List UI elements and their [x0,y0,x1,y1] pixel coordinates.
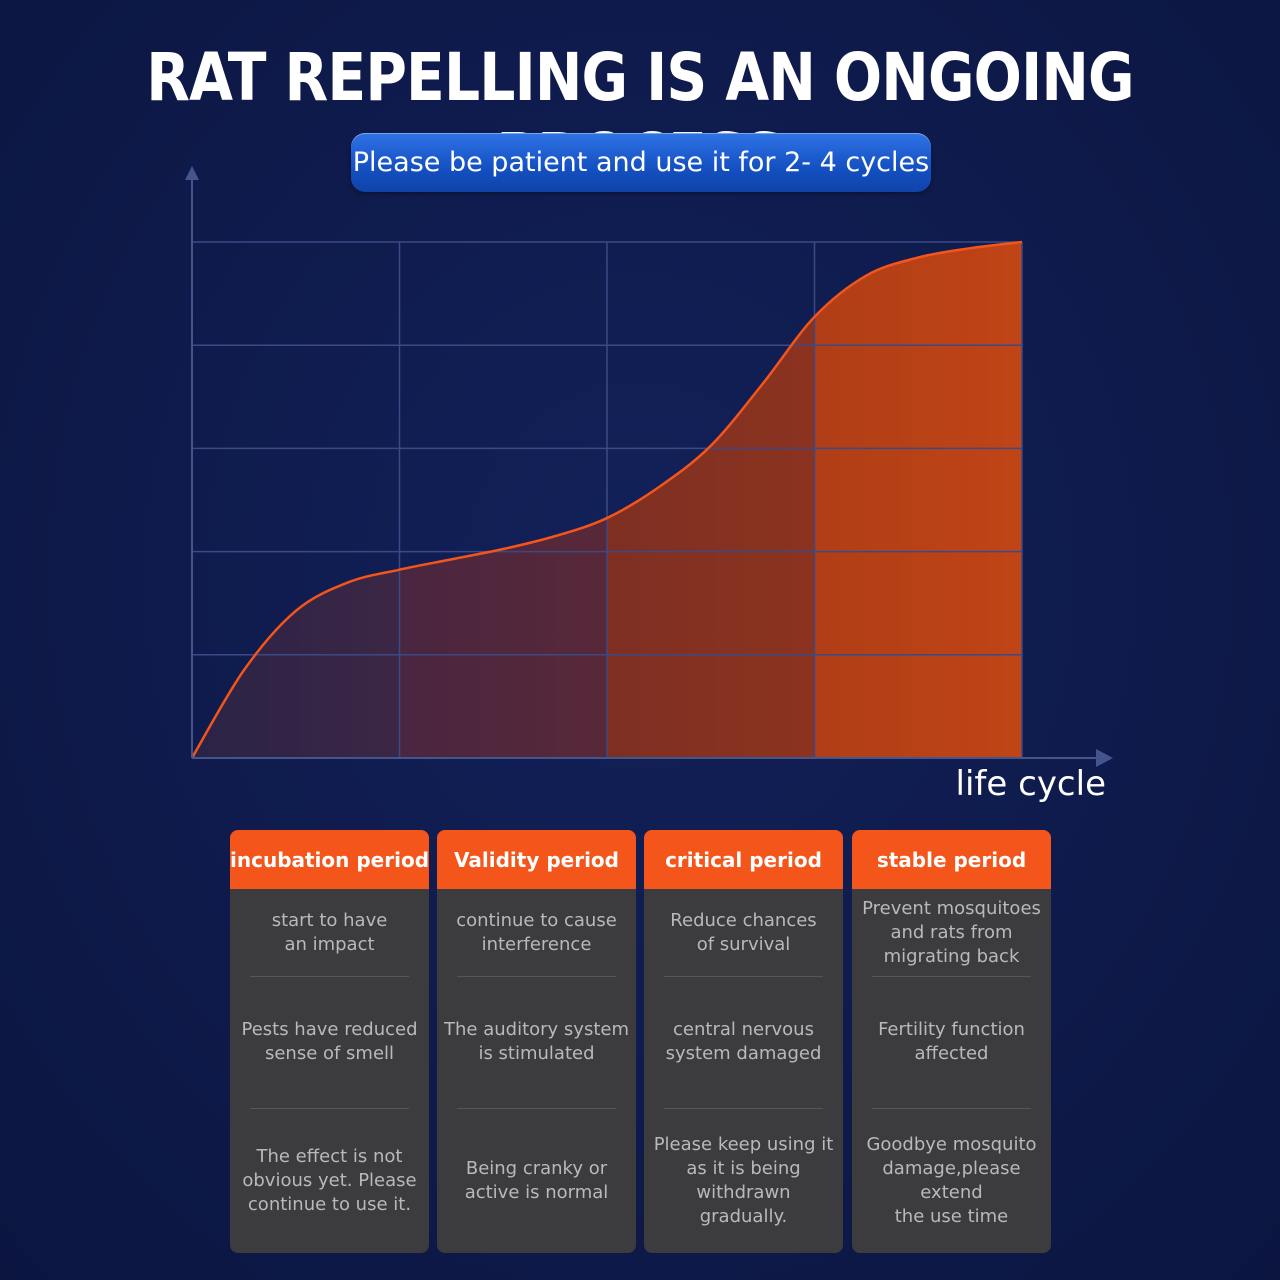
phase-band-4 [814,242,1022,758]
chart-curve [190,240,1023,759]
phase-band-3 [607,242,815,758]
y-axis-arrow-icon [185,166,199,180]
phase-card-title: Validity period [437,830,636,889]
phase-card-row-2: The auditory system is stimulated [444,1019,629,1064]
phase-card-title: incubation period [230,830,429,889]
row-divider [250,976,409,977]
phase-card-4: stable period Prevent mosquitoes and rats… [852,830,1051,1253]
phase-card-row-2: central nervous system damaged [665,1019,822,1064]
chart [185,166,1113,767]
phase-card-row-1: Prevent mosquitoes and rats from migrati… [862,897,1041,967]
x-axis-arrow-icon [1096,749,1113,767]
phase-card-row-1: start to have an impact [271,909,388,955]
phase-card-1: incubation period start to have an impact… [230,830,429,1253]
phase-card-row-3: Please keep using it as it is being with… [653,1133,834,1227]
row-divider [872,976,1031,977]
phase-band-2 [399,242,607,758]
phase-card-3: critical period Reduce chances of surviva… [644,830,843,1253]
phase-band-1 [192,242,400,758]
phase-card-row-1: continue to cause interference [456,909,617,955]
phase-card-row-3: Being cranky or active is normal [464,1157,609,1203]
x-axis-label: life cycle [955,764,1106,804]
phase-card-row-3: Goodbye mosquito damage,please extend th… [866,1133,1037,1227]
row-divider [872,1108,1031,1109]
phase-card-title: critical period [644,830,843,889]
row-divider [664,976,823,977]
phase-card-2: Validity period continue to cause interfe… [437,830,636,1253]
phase-card-row-1: Reduce chances of survival [670,909,817,955]
row-divider [457,976,616,977]
phase-card-row-2: Pests have reduced sense of smell [241,1019,418,1064]
row-divider [457,1108,616,1109]
row-divider [664,1108,823,1109]
phase-card-title: stable period [852,830,1051,889]
phase-card-row-3: The effect is not obvious yet. Please co… [242,1145,417,1215]
phase-card-row-2: Fertility function affected [878,1019,1025,1064]
row-divider [250,1108,409,1109]
subtitle-banner: Please be patient and use it for 2- 4 cy… [351,133,931,192]
